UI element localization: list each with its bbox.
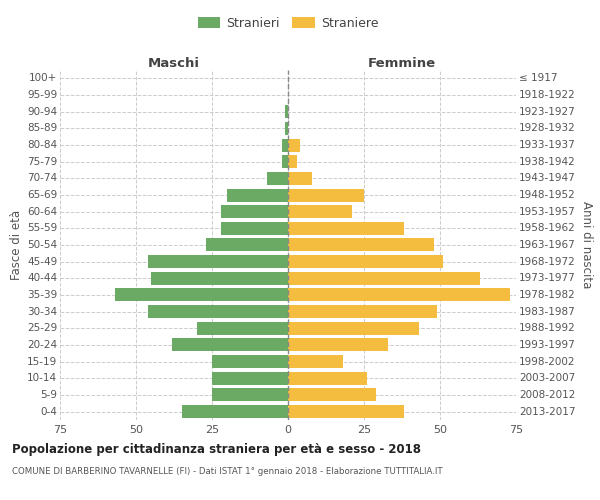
Bar: [288, 155, 297, 168]
Legend: Stranieri, Straniere: Stranieri, Straniere: [194, 13, 382, 34]
Bar: [288, 355, 343, 368]
Bar: [267, 172, 288, 185]
Bar: [288, 388, 376, 402]
Bar: [285, 122, 288, 135]
Bar: [288, 405, 404, 418]
Bar: [288, 372, 367, 385]
Bar: [282, 155, 288, 168]
Bar: [206, 238, 288, 252]
Bar: [212, 388, 288, 402]
Bar: [288, 288, 510, 302]
Bar: [288, 205, 352, 218]
Bar: [288, 172, 313, 185]
Bar: [288, 222, 404, 235]
Bar: [282, 138, 288, 151]
Bar: [221, 222, 288, 235]
Bar: [221, 205, 288, 218]
Bar: [212, 355, 288, 368]
Bar: [172, 338, 288, 351]
Bar: [115, 288, 288, 302]
Bar: [197, 322, 288, 335]
Text: Femmine: Femmine: [368, 57, 436, 70]
Text: Popolazione per cittadinanza straniera per età e sesso - 2018: Popolazione per cittadinanza straniera p…: [12, 442, 421, 456]
Bar: [288, 238, 434, 252]
Bar: [288, 305, 437, 318]
Bar: [288, 188, 364, 202]
Bar: [288, 272, 479, 285]
Bar: [288, 322, 419, 335]
Bar: [227, 188, 288, 202]
Bar: [151, 272, 288, 285]
Bar: [182, 405, 288, 418]
Bar: [288, 255, 443, 268]
Bar: [285, 105, 288, 118]
Bar: [148, 255, 288, 268]
Bar: [212, 372, 288, 385]
Text: Maschi: Maschi: [148, 57, 200, 70]
Y-axis label: Anni di nascita: Anni di nascita: [580, 202, 593, 288]
Text: COMUNE DI BARBERINO TAVARNELLE (FI) - Dati ISTAT 1° gennaio 2018 - Elaborazione : COMUNE DI BARBERINO TAVARNELLE (FI) - Da…: [12, 468, 443, 476]
Y-axis label: Fasce di età: Fasce di età: [10, 210, 23, 280]
Bar: [288, 338, 388, 351]
Bar: [148, 305, 288, 318]
Bar: [288, 138, 300, 151]
